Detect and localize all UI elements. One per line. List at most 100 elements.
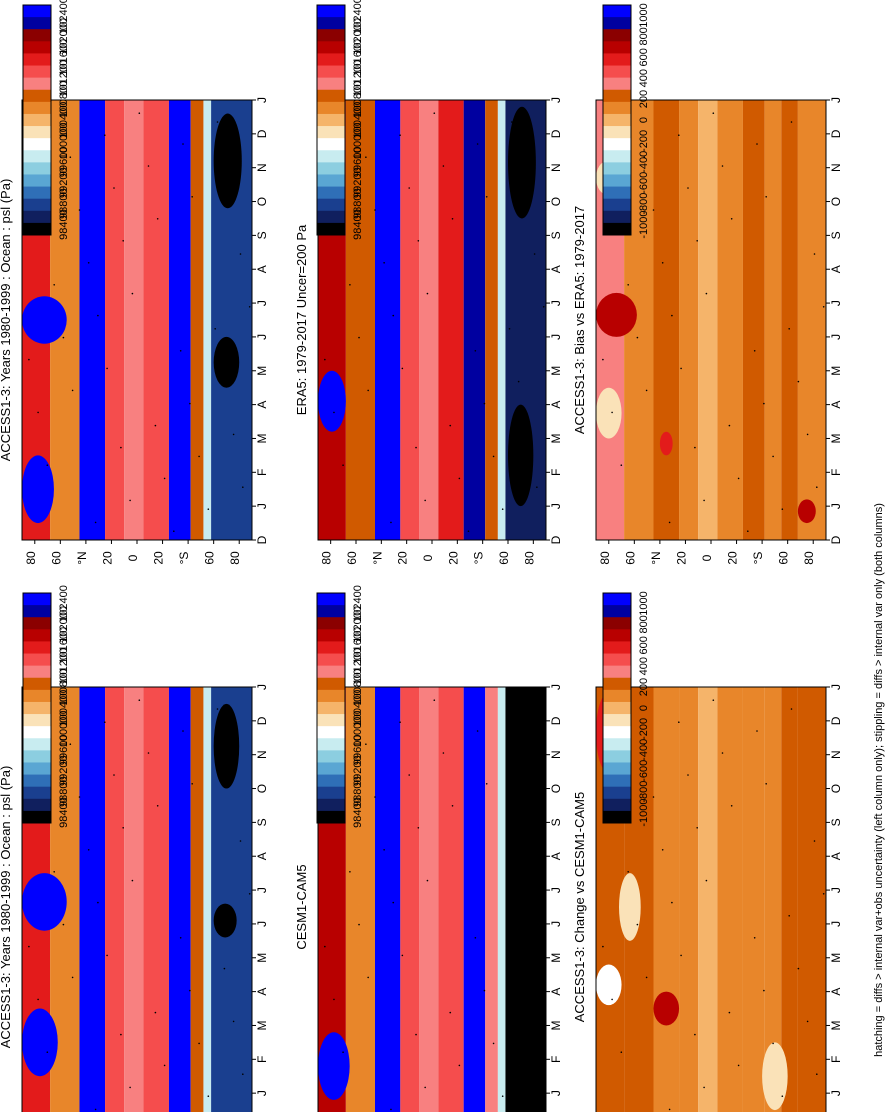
colorbar-swatch	[317, 605, 345, 618]
colorbar-swatch	[23, 113, 51, 127]
lat-band-3	[679, 100, 699, 540]
month-tick-label: O	[255, 784, 269, 793]
stipple-dot	[399, 134, 401, 136]
panel-title: ACCESS1-3: Years 1980-1999 : Ocean : psl…	[0, 766, 13, 1049]
lat-band-3	[400, 687, 420, 1112]
stipple-dot	[788, 915, 790, 917]
colorbar-label: 800	[638, 27, 650, 45]
feature-1	[596, 292, 637, 337]
stipple-dot	[358, 923, 360, 926]
colorbar-swatch	[603, 726, 631, 739]
stipple-dot	[106, 954, 108, 957]
stipple-dot	[730, 805, 733, 807]
stipple-dot	[806, 1020, 809, 1023]
colorbar-label: 102000	[58, 606, 70, 643]
colorbar-swatch	[317, 774, 345, 788]
stipple-dot	[424, 1086, 426, 1089]
month-tick-label: J	[829, 97, 843, 103]
stipple-dot	[106, 367, 108, 370]
month-tick-label: N	[549, 750, 563, 759]
stipple-dot	[763, 402, 765, 405]
stipple-dot	[223, 380, 226, 383]
colorbar-swatch	[317, 689, 345, 703]
stipple-dot	[694, 446, 696, 449]
stipple-dot	[367, 976, 369, 979]
month-tick-label: D	[549, 535, 563, 544]
stipple-dot	[781, 1095, 784, 1097]
month-tick-label: J	[549, 887, 563, 893]
stipple-dot	[467, 530, 470, 532]
colorbar-swatch	[317, 714, 345, 727]
lat-band-6	[742, 100, 765, 540]
lat-tick-label: 20	[100, 551, 114, 565]
colorbar: 1024001020001016001012001008001004001000…	[22, 0, 70, 240]
colorbar-swatch	[603, 210, 631, 224]
month-tick-label: F	[549, 469, 563, 476]
stipple-dot	[390, 1108, 392, 1111]
lat-band-8	[781, 687, 798, 1112]
colorbar-swatch	[317, 210, 345, 224]
stipple-dot	[627, 871, 629, 873]
month-tick-label: F	[255, 1056, 269, 1063]
stipple-dot	[737, 1064, 740, 1067]
stipple-dot	[374, 209, 376, 211]
colorbar-swatch	[317, 738, 345, 751]
lat-band-1	[345, 100, 375, 540]
colorbar-swatch	[317, 617, 345, 630]
stipple-dot	[474, 350, 477, 352]
colorbar-frame	[602, 4, 632, 236]
colorbar-label: 101200	[352, 648, 364, 685]
stipple-dot	[442, 752, 445, 754]
month-tick-label: A	[255, 265, 269, 273]
plot-frame	[317, 686, 547, 1112]
lat-band-5	[438, 100, 464, 540]
colorbar-swatch	[23, 629, 51, 642]
panel-title: ACCESS1-3: Years 1980-1999 : Ocean : psl…	[0, 179, 13, 462]
colorbar-swatch	[603, 41, 631, 54]
colorbar-label: 100400	[352, 102, 364, 139]
lat-tick-label: 20	[674, 551, 688, 565]
stipple-dot	[694, 1033, 696, 1036]
stipple-dot	[765, 196, 767, 198]
stipple-dot	[156, 805, 159, 807]
colorbar-label: 100000	[58, 123, 70, 160]
stipple-dot	[652, 796, 655, 798]
stipple-dot	[374, 796, 376, 798]
stipple-dot	[324, 945, 326, 948]
stipple-dot	[383, 262, 385, 264]
stipple-dot	[46, 464, 49, 467]
stipple-dot	[189, 402, 191, 405]
stipple-dot	[696, 827, 698, 829]
lat-tick-label: 60	[777, 551, 791, 565]
stipple-dot	[822, 893, 825, 895]
stipple-dot	[721, 752, 724, 754]
stipple-dot	[324, 358, 326, 361]
colorbar-swatch	[603, 162, 631, 175]
colorbar-swatch	[23, 677, 51, 691]
stipple-dot	[636, 336, 639, 339]
panel-title: ERA5: 1979-2017 Uncer=200 Pa	[294, 224, 309, 415]
stipple-dot	[163, 1064, 166, 1067]
stipple-dot	[131, 879, 134, 882]
stipple-dot	[216, 708, 219, 710]
stipple-dot	[97, 314, 99, 317]
colorbar-label: 98400	[352, 797, 364, 828]
colorbar-label: 101200	[352, 60, 364, 97]
stipple-dot	[526, 1020, 529, 1023]
plot-frame	[595, 686, 827, 1112]
month-tick-label: O	[549, 197, 563, 206]
colorbar-swatch	[23, 689, 51, 703]
colorbar-swatch	[317, 798, 345, 812]
colorbar-label: 100000	[352, 123, 364, 160]
colorbar-frame	[602, 592, 632, 824]
colorbar-swatch	[317, 17, 345, 30]
stipple-dot	[602, 358, 604, 361]
stipple-dot	[120, 446, 122, 449]
panel-title: CESM1-CAM5	[294, 864, 309, 949]
stipple-dot	[533, 253, 536, 255]
lat-band-9	[797, 687, 826, 1112]
colorbar-swatch	[603, 689, 631, 703]
colorbar-swatch	[317, 641, 345, 655]
colorbar-swatch	[317, 653, 345, 667]
lat-tick-label: 20	[446, 551, 460, 565]
